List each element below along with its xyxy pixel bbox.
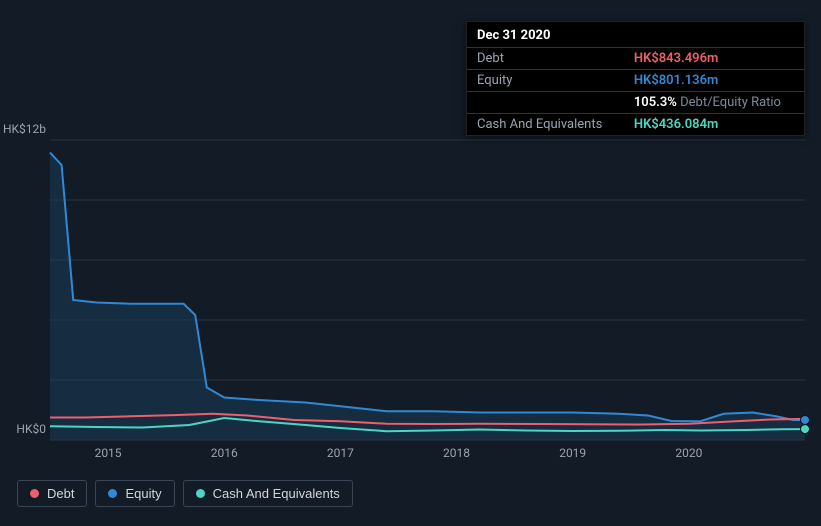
tooltip-row-label: Cash And Equivalents (467, 114, 624, 136)
tooltip-row: EquityHK$801.136m (467, 70, 804, 92)
tooltip-row-value: HK$843.496m (624, 48, 804, 70)
tooltip-table: DebtHK$843.496mEquityHK$801.136m105.3% D… (467, 47, 804, 135)
tooltip-row: Cash And EquivalentsHK$436.084m (467, 114, 804, 136)
y-tick-label: HK$12b (0, 122, 46, 136)
tooltip-row-value: HK$436.084m (624, 114, 804, 136)
tooltip-date: Dec 31 2020 (467, 26, 804, 47)
tooltip-row-label (467, 92, 624, 114)
debt-dot-icon (30, 489, 39, 498)
equity-end-marker (801, 415, 810, 424)
legend-item-label: Debt (47, 486, 74, 501)
tooltip: Dec 31 2020 DebtHK$843.496mEquityHK$801.… (466, 21, 805, 136)
plot-area (50, 153, 805, 441)
legend: Debt Equity Cash And Equivalents (17, 480, 353, 507)
x-tick-label: 2019 (559, 446, 586, 460)
tooltip-body: DebtHK$843.496mEquityHK$801.136m105.3% D… (467, 48, 804, 136)
x-tick-label: 2020 (675, 446, 702, 460)
x-tick-label: 2017 (327, 446, 354, 460)
tooltip-row-value: 105.3% Debt/Equity Ratio (624, 92, 804, 114)
chart-container: { "layout":{ "width":821,"height":526, "… (0, 0, 821, 526)
x-tick-label: 2016 (211, 446, 238, 460)
tooltip-row-label: Debt (467, 48, 624, 70)
cash-end-marker (801, 425, 810, 434)
x-tick-label: 2018 (443, 446, 470, 460)
legend-item-debt[interactable]: Debt (17, 480, 87, 507)
equity-dot-icon (108, 489, 117, 498)
legend-item-equity[interactable]: Equity (95, 480, 174, 507)
legend-item-cash[interactable]: Cash And Equivalents (183, 480, 353, 507)
equity-area (50, 153, 805, 441)
tooltip-row: 105.3% Debt/Equity Ratio (467, 92, 804, 114)
x-tick-label: 2015 (95, 446, 122, 460)
tooltip-row: DebtHK$843.496m (467, 48, 804, 70)
cash-dot-icon (196, 489, 205, 498)
legend-item-label: Equity (125, 486, 161, 501)
y-tick-label: HK$0 (0, 422, 46, 436)
tooltip-row-value: HK$801.136m (624, 70, 804, 92)
tooltip-row-label: Equity (467, 70, 624, 92)
legend-item-label: Cash And Equivalents (213, 486, 340, 501)
